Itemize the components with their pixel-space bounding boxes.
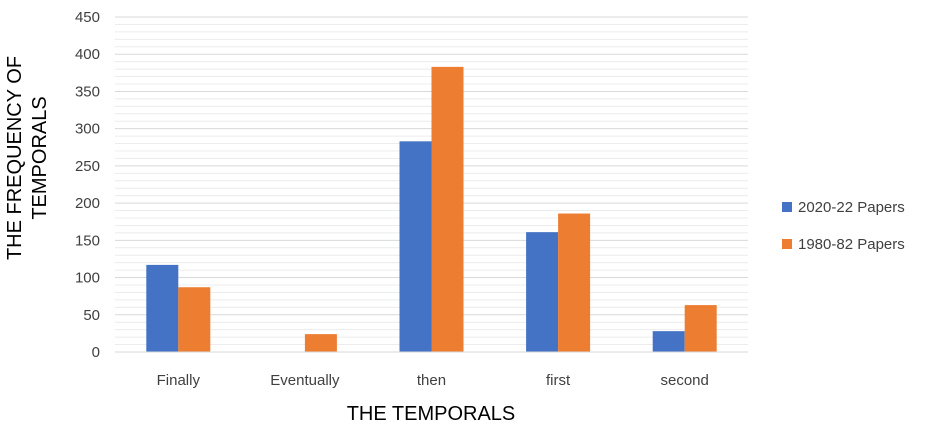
y-tick-label: 250: [75, 158, 100, 175]
legend: 2020-22 Papers 1980-82 Papers: [782, 199, 905, 253]
y-tick-label: 300: [75, 121, 100, 138]
y-tick-label: 400: [75, 46, 100, 63]
legend-label: 2020-22 Papers: [798, 199, 905, 216]
x-tick-label: Eventually: [270, 372, 340, 389]
bar: [178, 287, 211, 352]
bar: [304, 334, 337, 352]
y-tick-label: 150: [75, 232, 100, 249]
legend-label: 1980-82 Papers: [798, 236, 905, 253]
x-tick-label: then: [417, 372, 446, 389]
y-tick-label: 350: [75, 83, 100, 100]
y-axis-title-line-2: TEMPORALS: [29, 96, 51, 219]
y-axis-title: THE FREQUENCY OF TEMPORALS: [4, 56, 51, 260]
y-tick-label: 100: [75, 270, 100, 287]
bar: [558, 213, 591, 352]
x-tick-label: Finally: [157, 372, 201, 389]
x-axis-ticks: Finally Eventually then first second: [157, 372, 709, 389]
y-axis-title-line-1: THE FREQUENCY OF: [4, 56, 26, 260]
legend-swatch: [782, 239, 792, 249]
y-tick-label: 50: [83, 307, 100, 324]
bar: [399, 141, 432, 352]
x-tick-label: second: [661, 372, 709, 389]
bars: [146, 66, 717, 352]
bar: [431, 66, 464, 352]
y-tick-label: 0: [92, 344, 100, 361]
bar: [146, 264, 179, 352]
legend-swatch: [782, 202, 792, 212]
bar: [526, 232, 559, 352]
x-tick-label: first: [546, 372, 571, 389]
bar: [684, 305, 717, 352]
y-tick-label: 200: [75, 195, 100, 212]
x-axis-title: THE TEMPORALS: [347, 403, 516, 425]
bar: [652, 331, 685, 352]
y-tick-label: 450: [75, 9, 100, 26]
y-axis-ticks: 0 50 100 150 200 250 300 350 400 450: [75, 9, 100, 361]
